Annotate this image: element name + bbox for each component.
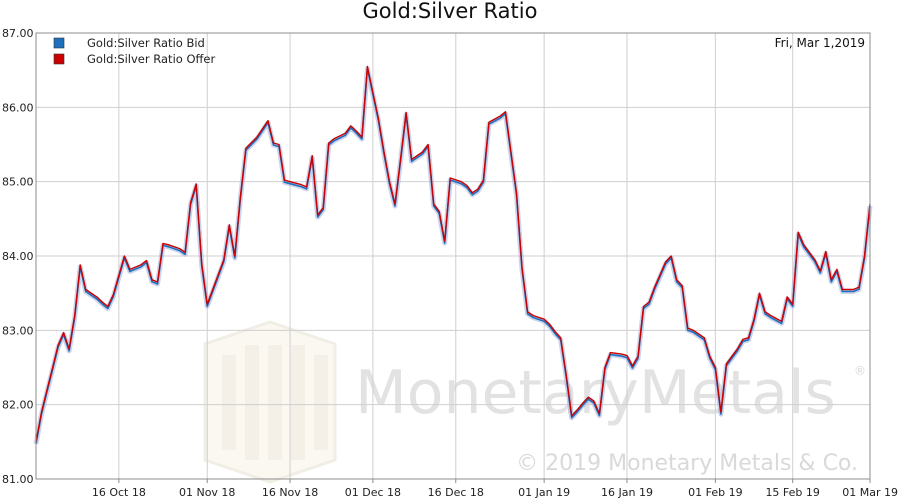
legend-label-bid: Gold:Silver Ratio Bid <box>87 36 205 50</box>
x-tick-label: 16 Oct 18 <box>92 486 146 499</box>
watermark-copyright: © 2019 Monetary Metals & Co. <box>516 451 858 476</box>
chart-title: Gold:Silver Ratio <box>363 0 538 23</box>
y-axis: 81.00 82.00 83.00 84.00 85.00 86.00 87.00 <box>2 27 34 486</box>
legend-swatch-offer <box>53 53 65 65</box>
x-axis: 16 Oct 18 01 Nov 18 16 Nov 18 01 Dec 18 16 D… <box>92 479 898 499</box>
watermark: MonetaryMetals ® © 2019 Monetary Metals … <box>203 320 866 484</box>
x-tick-label: 01 Mar 19 <box>842 486 898 499</box>
watermark-brand: MonetaryMetals <box>355 358 836 428</box>
date-label: Fri, Mar 1,2019 <box>775 36 865 50</box>
y-tick-label: 82.00 <box>2 399 34 412</box>
x-tick-label: 01 Dec 18 <box>345 486 401 499</box>
x-tick-label: 16 Jan 19 <box>601 486 653 499</box>
x-tick-label: 15 Feb 19 <box>765 486 819 499</box>
watermark-logo-icon <box>203 320 337 484</box>
x-tick-label: 01 Jan 19 <box>518 486 570 499</box>
legend-swatch-bid <box>53 37 65 49</box>
x-tick-label: 16 Nov 18 <box>262 486 318 499</box>
legend: Gold:Silver Ratio Bid Gold:Silver Ratio … <box>53 36 216 66</box>
series-layer <box>33 65 873 445</box>
y-tick-label: 81.00 <box>2 473 34 486</box>
x-tick-label: 16 Dec 18 <box>428 486 484 499</box>
y-tick-label: 85.00 <box>2 176 34 189</box>
y-tick-label: 87.00 <box>2 27 34 40</box>
grid <box>36 32 871 480</box>
plot-frame <box>35 32 871 480</box>
y-tick-label: 84.00 <box>2 250 34 263</box>
watermark-registered: ® <box>854 364 866 378</box>
series-line-bid <box>35 67 871 444</box>
x-tick-label: 01 Feb 19 <box>688 486 742 499</box>
y-tick-label: 83.00 <box>2 324 34 337</box>
legend-label-offer: Gold:Silver Ratio Offer <box>87 52 216 66</box>
series-line-offer <box>35 65 871 442</box>
y-tick-label: 86.00 <box>2 101 34 114</box>
x-tick-label: 01 Nov 18 <box>179 486 235 499</box>
